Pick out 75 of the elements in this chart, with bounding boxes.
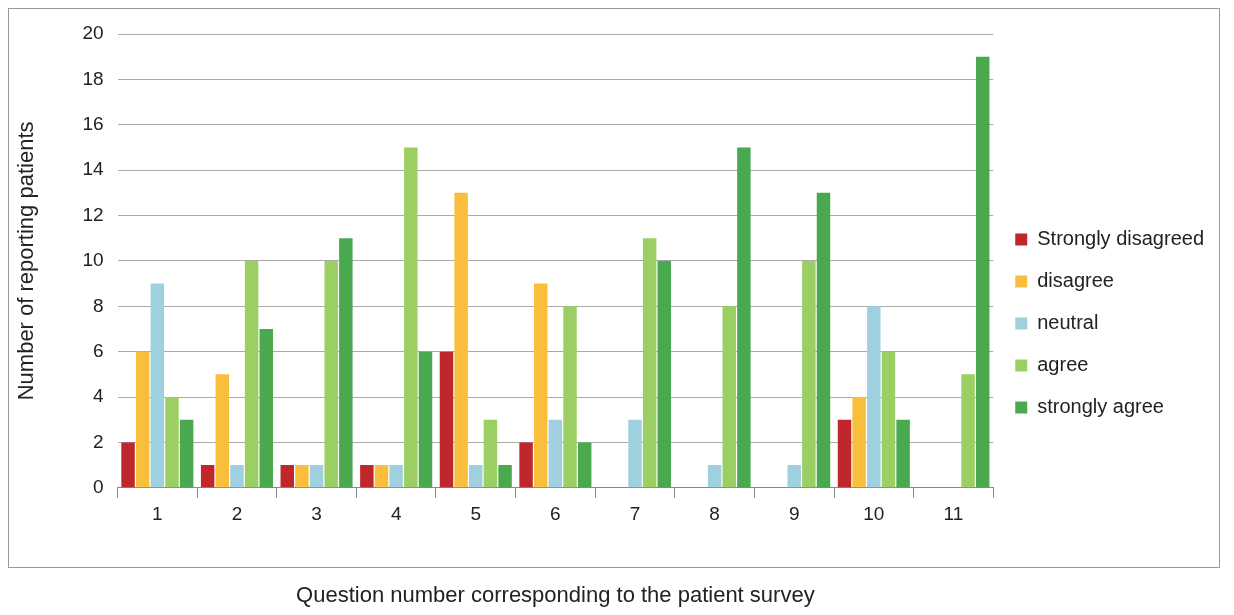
bar <box>404 147 418 488</box>
bar <box>374 465 389 488</box>
bar <box>454 192 468 488</box>
y-tick-label: 0 <box>92 476 104 498</box>
x-tick-label: 11 <box>943 503 964 525</box>
bar <box>642 238 657 488</box>
bar <box>787 465 801 488</box>
bar <box>135 351 150 488</box>
x-tick-label: 5 <box>470 503 482 525</box>
bar <box>339 238 353 488</box>
bar <box>802 260 816 488</box>
bar <box>563 306 577 488</box>
y-tick-label: 8 <box>92 294 104 316</box>
legend-label: agree <box>1037 353 1089 376</box>
bar <box>852 397 866 488</box>
bar <box>200 465 215 488</box>
x-tick-label: 2 <box>231 503 243 525</box>
bar <box>121 442 135 488</box>
bar <box>230 465 244 488</box>
bar <box>259 328 273 488</box>
bar <box>577 442 592 488</box>
y-tick-label: 16 <box>82 112 104 134</box>
bar <box>439 351 454 488</box>
bar <box>975 56 990 488</box>
bar <box>896 419 910 488</box>
x-tick-label: 10 <box>863 503 885 525</box>
legend-label: disagree <box>1037 269 1114 292</box>
bar <box>722 306 736 488</box>
bar <box>295 465 309 488</box>
bar <box>534 283 548 488</box>
bar <box>418 351 433 488</box>
x-tick-label: 4 <box>390 503 402 525</box>
bar <box>360 465 374 488</box>
bar <box>215 374 230 488</box>
y-tick-label: 12 <box>82 203 104 225</box>
x-tick-label: 1 <box>152 503 163 525</box>
x-tick-label: 8 <box>709 503 720 525</box>
bar <box>519 442 533 488</box>
y-axis-title: Number of reporting patients <box>13 121 39 401</box>
y-tick-label: 4 <box>92 385 104 407</box>
bar <box>309 465 324 488</box>
bar <box>389 465 403 488</box>
bar <box>628 419 642 488</box>
bar <box>657 260 672 488</box>
x-tick-label: 9 <box>788 503 800 525</box>
y-tick-label: 10 <box>82 249 104 271</box>
y-tick-label: 20 <box>82 22 104 44</box>
bar <box>483 419 498 488</box>
bar <box>867 306 881 488</box>
bar <box>498 465 512 488</box>
bar <box>837 419 852 488</box>
y-tick-label: 14 <box>82 158 104 180</box>
x-tick-label: 6 <box>550 503 561 525</box>
bar <box>961 374 975 488</box>
legend-label: Strongly disagreed <box>1037 227 1205 250</box>
legend-label: neutral <box>1037 311 1099 334</box>
bar <box>548 419 563 488</box>
bar <box>280 465 294 488</box>
bar <box>816 192 831 488</box>
y-tick-label: 6 <box>92 339 104 361</box>
y-tick-label: 2 <box>92 430 104 452</box>
x-axis-title: Question number corresponding to the patient survey <box>296 581 815 607</box>
bar <box>324 260 338 488</box>
bar <box>737 147 751 488</box>
x-tick-label: 7 <box>629 503 641 525</box>
bar <box>244 260 259 488</box>
bar <box>179 419 194 488</box>
x-tick-label: 3 <box>311 503 322 525</box>
y-tick-label: 18 <box>82 67 104 89</box>
bar <box>165 397 179 488</box>
bar <box>150 283 165 488</box>
legend-label: strongly agree <box>1037 395 1164 418</box>
bar <box>707 465 722 488</box>
bar <box>469 465 483 488</box>
bar <box>881 351 896 488</box>
